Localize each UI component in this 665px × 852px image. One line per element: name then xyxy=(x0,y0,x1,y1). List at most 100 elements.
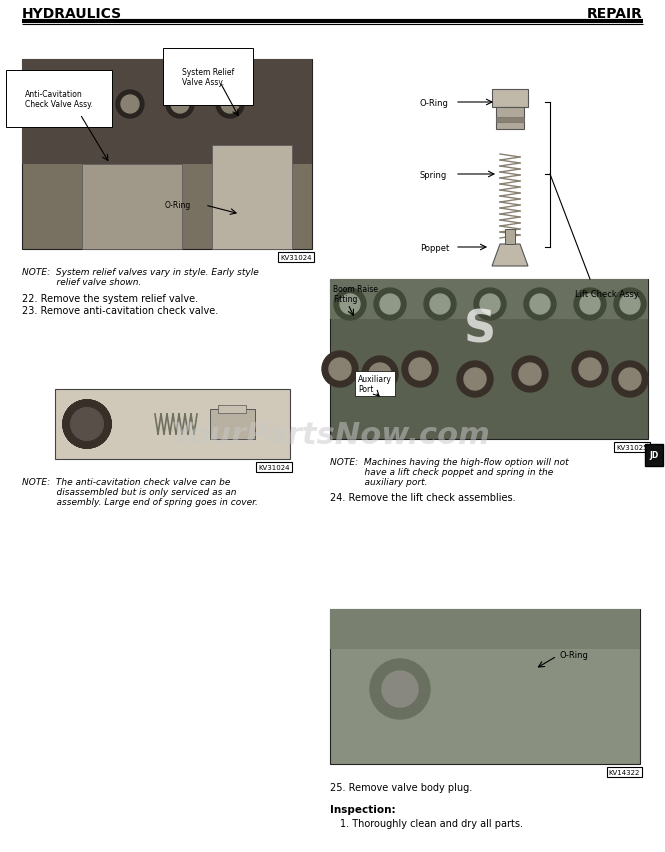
Bar xyxy=(22,60,312,250)
Circle shape xyxy=(612,361,648,398)
Bar xyxy=(505,230,515,245)
Bar xyxy=(330,279,648,320)
Text: YourPartsNow.com: YourPartsNow.com xyxy=(170,420,490,449)
Circle shape xyxy=(430,295,450,314)
Circle shape xyxy=(362,357,398,393)
Circle shape xyxy=(480,295,500,314)
Circle shape xyxy=(71,408,103,440)
Text: KV14322: KV14322 xyxy=(608,769,640,775)
Circle shape xyxy=(457,361,493,398)
Circle shape xyxy=(63,400,111,448)
Circle shape xyxy=(380,295,400,314)
Circle shape xyxy=(121,96,139,114)
Text: NOTE:  Machines having the high-flow option will not: NOTE: Machines having the high-flow opti… xyxy=(330,458,569,466)
Circle shape xyxy=(63,400,111,448)
Circle shape xyxy=(63,400,111,448)
Circle shape xyxy=(71,408,103,440)
Circle shape xyxy=(530,295,550,314)
Bar xyxy=(22,60,312,164)
Circle shape xyxy=(216,91,244,119)
Circle shape xyxy=(580,295,600,314)
Bar xyxy=(496,108,524,130)
Text: KV31025: KV31025 xyxy=(616,445,648,451)
Text: Anti-Cavitation
Check Valve Assy.: Anti-Cavitation Check Valve Assy. xyxy=(25,90,93,109)
Polygon shape xyxy=(492,245,528,267)
Text: O-Ring: O-Ring xyxy=(420,98,449,107)
Bar xyxy=(492,90,528,108)
Bar xyxy=(55,389,290,459)
Text: KV31024: KV31024 xyxy=(281,255,312,261)
Bar xyxy=(218,406,246,413)
Text: NOTE:  System relief valves vary in style. Early style: NOTE: System relief valves vary in style… xyxy=(22,268,259,277)
Circle shape xyxy=(374,289,406,320)
Text: KV31024: KV31024 xyxy=(259,464,290,470)
Circle shape xyxy=(329,359,351,381)
Circle shape xyxy=(464,369,486,390)
Circle shape xyxy=(71,96,89,114)
Circle shape xyxy=(63,400,111,448)
Circle shape xyxy=(369,364,391,386)
Text: O-Ring: O-Ring xyxy=(165,200,192,210)
Text: HYDRAULICS: HYDRAULICS xyxy=(22,7,122,21)
Text: Poppet: Poppet xyxy=(420,243,450,252)
Circle shape xyxy=(71,408,103,440)
Bar xyxy=(496,118,524,123)
Circle shape xyxy=(402,352,438,388)
Text: 23. Remove anti-cavitation check valve.: 23. Remove anti-cavitation check valve. xyxy=(22,306,218,315)
Circle shape xyxy=(71,408,103,440)
Circle shape xyxy=(382,671,418,707)
Text: Inspection:: Inspection: xyxy=(330,804,396,814)
Text: System Relief
Valve Assy.: System Relief Valve Assy. xyxy=(182,68,234,87)
Text: assembly. Large end of spring goes in cover.: assembly. Large end of spring goes in co… xyxy=(22,498,258,506)
Text: 22. Remove the system relief valve.: 22. Remove the system relief valve. xyxy=(22,294,198,303)
Circle shape xyxy=(519,364,541,386)
Circle shape xyxy=(221,96,239,114)
Text: auxiliary port.: auxiliary port. xyxy=(330,477,428,486)
Circle shape xyxy=(409,359,431,381)
Text: NOTE:  The anti-cavitation check valve can be: NOTE: The anti-cavitation check valve ca… xyxy=(22,477,230,486)
Circle shape xyxy=(474,289,506,320)
Text: O-Ring: O-Ring xyxy=(560,650,589,659)
Circle shape xyxy=(524,289,556,320)
Circle shape xyxy=(63,400,111,448)
Circle shape xyxy=(63,400,111,448)
Circle shape xyxy=(66,91,94,119)
Text: JD: JD xyxy=(650,451,658,460)
Circle shape xyxy=(166,91,194,119)
Text: REPAIR: REPAIR xyxy=(587,7,643,21)
Text: 1. Thoroughly clean and dry all parts.: 1. Thoroughly clean and dry all parts. xyxy=(340,818,523,828)
Text: Auxiliary
Port: Auxiliary Port xyxy=(358,375,392,394)
Bar xyxy=(330,609,640,649)
Circle shape xyxy=(619,369,641,390)
Circle shape xyxy=(424,289,456,320)
Bar xyxy=(330,279,648,440)
Text: disassembled but is only serviced as an: disassembled but is only serviced as an xyxy=(22,487,237,497)
Text: 25. Remove valve body plug.: 25. Remove valve body plug. xyxy=(330,782,472,792)
Text: Lift Check Assy.: Lift Check Assy. xyxy=(575,290,640,299)
Text: Boom Raise
Fitting: Boom Raise Fitting xyxy=(333,285,378,304)
Text: S: S xyxy=(464,308,496,351)
Circle shape xyxy=(71,408,103,440)
Circle shape xyxy=(340,295,360,314)
Text: 24. Remove the lift check assemblies.: 24. Remove the lift check assemblies. xyxy=(330,492,515,503)
Text: Spring: Spring xyxy=(420,170,448,179)
Circle shape xyxy=(512,357,548,393)
Bar xyxy=(330,609,640,764)
Circle shape xyxy=(322,352,358,388)
Circle shape xyxy=(334,289,366,320)
Circle shape xyxy=(370,659,430,719)
Circle shape xyxy=(614,289,646,320)
Circle shape xyxy=(620,295,640,314)
Bar xyxy=(82,164,182,250)
Circle shape xyxy=(579,359,601,381)
Bar xyxy=(645,445,663,466)
Circle shape xyxy=(171,96,189,114)
Text: relief valve shown.: relief valve shown. xyxy=(22,278,142,286)
Bar xyxy=(212,146,292,250)
Bar xyxy=(210,410,255,440)
Circle shape xyxy=(574,289,606,320)
Circle shape xyxy=(116,91,144,119)
Circle shape xyxy=(572,352,608,388)
Circle shape xyxy=(71,408,103,440)
Text: have a lift check poppet and spring in the: have a lift check poppet and spring in t… xyxy=(330,468,553,476)
